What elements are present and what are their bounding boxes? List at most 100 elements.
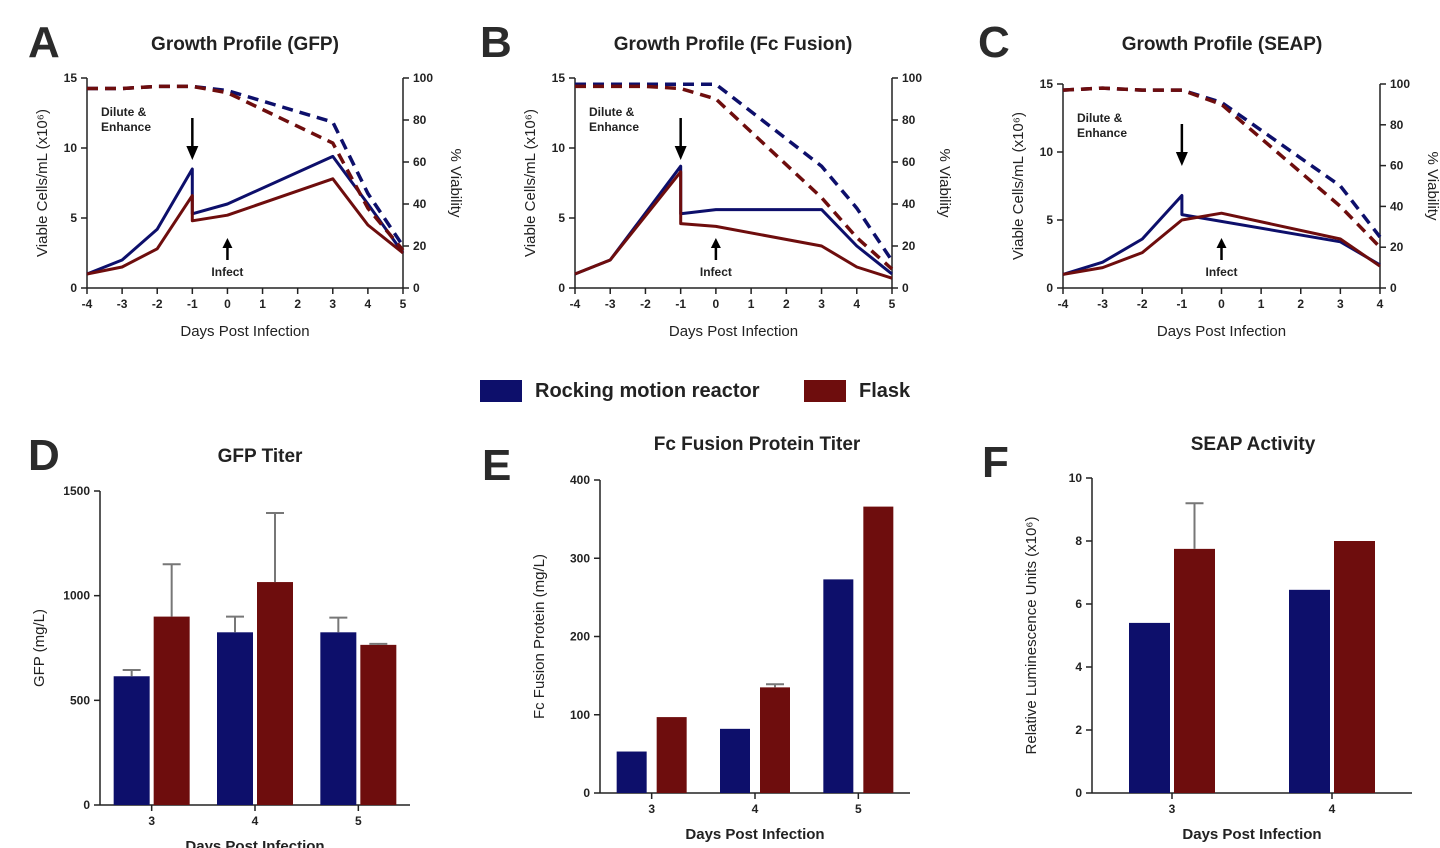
arrow-up-icon xyxy=(222,238,233,248)
x-tick-label: 4 xyxy=(853,297,860,311)
y2-tick-label: 80 xyxy=(1390,118,1404,132)
x-tick-label: -2 xyxy=(1137,297,1148,311)
y-tick-label: 500 xyxy=(70,693,90,707)
y-axis-label: Relative Luminescence Units (x10⁶) xyxy=(1023,517,1040,755)
x-tick-label: -4 xyxy=(570,297,581,311)
x-axis-label: Days Post Infection xyxy=(1157,323,1286,340)
y-tick-label: 0 xyxy=(583,786,590,800)
annotation-infect: Infect xyxy=(211,265,243,279)
annotation-infect: Infect xyxy=(700,265,732,279)
arrow-down-icon xyxy=(674,146,687,160)
y-tick-label: 2 xyxy=(1075,723,1082,737)
y2-tick-label: 0 xyxy=(1390,281,1397,295)
y-tick-label: 5 xyxy=(1046,213,1053,227)
y-tick-label: 15 xyxy=(1040,77,1054,91)
x-tick-label: -1 xyxy=(1177,297,1188,311)
panel-c: C Growth Profile (SEAP)-4 -3 -2 -1 0 1 2 3 405101… xyxy=(978,18,1440,340)
flask-bar xyxy=(1334,541,1375,793)
legend-label: Rocking motion reactor xyxy=(535,380,760,402)
panel-f: F SEAP Activity 0 2 4 6 8 10 3 4 Days Post Infecti… xyxy=(982,434,1412,843)
rocking-cells-line xyxy=(1062,194,1381,276)
y-tick-label: 10 xyxy=(552,141,566,155)
y-axis-label: Viable Cells/mL (x10⁶) xyxy=(522,109,539,257)
x-tick-label: 3 xyxy=(329,297,336,311)
x-tick-label: 0 xyxy=(713,297,720,311)
y2-tick-label: 20 xyxy=(413,239,427,253)
annotation-dilute-enhance: Enhance xyxy=(101,120,151,134)
y-axis-label: Viable Cells/mL (x10⁶) xyxy=(34,109,51,257)
legend-swatch-rocking xyxy=(480,380,522,402)
y2-tick-label: 100 xyxy=(1390,77,1410,91)
arrow-up-icon xyxy=(710,238,721,248)
y2-axis-label: % Viability xyxy=(936,149,953,218)
x-axis-label: Days Post Infection xyxy=(669,323,798,340)
x-tick-label: -3 xyxy=(117,297,128,311)
annotation-dilute-enhance: Dilute & xyxy=(101,105,147,119)
x-tick-label: 1 xyxy=(259,297,266,311)
x-tick-label: 2 xyxy=(1297,297,1304,311)
arrow-down-icon xyxy=(186,146,199,160)
y-tick-label: 0 xyxy=(558,281,565,295)
flask-bar xyxy=(153,616,190,805)
x-tick-label: 4 xyxy=(752,802,759,816)
y2-tick-label: 40 xyxy=(1390,199,1404,213)
y-tick-label: 1500 xyxy=(63,484,90,498)
y-tick-label: 400 xyxy=(570,473,590,487)
y2-tick-label: 80 xyxy=(413,113,427,127)
panel-letter: F xyxy=(982,438,1009,487)
x-tick-label: 4 xyxy=(1377,297,1384,311)
rocking-cells-line xyxy=(574,164,893,276)
panel-b: B Growth Profile (Fc Fusion) -4 -3 -2 -1 0 1 2 3 4… xyxy=(480,18,953,340)
panel-d: D GFP Titer 0 500 1000 1500 3 4 5 Days Post Infec… xyxy=(28,431,410,848)
flask-bar xyxy=(760,687,790,793)
x-tick-label: 3 xyxy=(648,802,655,816)
y-tick-label: 200 xyxy=(570,630,590,644)
y2-tick-label: 20 xyxy=(902,239,916,253)
rocking-bar xyxy=(720,728,750,793)
x-tick-label: -4 xyxy=(1058,297,1069,311)
flask-bar xyxy=(1174,548,1215,793)
y2-tick-label: 80 xyxy=(902,113,916,127)
chart-title: Growth Profile (SEAP) xyxy=(1122,34,1323,55)
y2-tick-label: 60 xyxy=(413,155,427,169)
flask-bar xyxy=(863,506,894,793)
flask-cells-line xyxy=(574,170,893,280)
y2-tick-label: 60 xyxy=(902,155,916,169)
y-tick-label: 0 xyxy=(1046,281,1053,295)
y-tick-label: 15 xyxy=(64,71,78,85)
rocking-cells-line xyxy=(86,154,405,276)
x-tick-label: 0 xyxy=(224,297,231,311)
y2-tick-label: 0 xyxy=(902,281,909,295)
y2-tick-label: 100 xyxy=(902,71,922,85)
x-axis-label: Days Post Infection xyxy=(185,838,324,848)
chart-title: SEAP Activity xyxy=(1191,434,1316,455)
y2-tick-label: 60 xyxy=(1390,159,1404,173)
flask-bar xyxy=(656,717,687,793)
y-tick-label: 300 xyxy=(570,551,590,565)
x-tick-label: -1 xyxy=(187,297,198,311)
x-tick-label: 4 xyxy=(365,297,372,311)
flask-cells-line xyxy=(86,177,404,276)
rocking-bar xyxy=(113,676,150,805)
panel-letter: E xyxy=(482,441,511,490)
arrow-down-icon xyxy=(1175,152,1188,166)
x-axis-label: Days Post Infection xyxy=(180,323,309,340)
x-tick-label: -2 xyxy=(640,297,651,311)
y-tick-label: 10 xyxy=(1040,145,1054,159)
annotation-dilute-enhance: Dilute & xyxy=(589,105,635,119)
x-tick-label: 5 xyxy=(889,297,896,311)
rocking-bar xyxy=(217,632,253,805)
y-tick-label: 8 xyxy=(1075,534,1082,548)
panel-letter: B xyxy=(480,18,512,67)
annotation-dilute-enhance: Dilute & xyxy=(1077,111,1123,125)
x-tick-label: -4 xyxy=(82,297,93,311)
annotation-dilute-enhance: Enhance xyxy=(589,120,639,134)
rocking-bar xyxy=(1289,589,1330,793)
x-tick-label: 3 xyxy=(1169,802,1176,816)
y2-tick-label: 0 xyxy=(413,281,420,295)
y2-tick-label: 40 xyxy=(902,197,916,211)
x-tick-label: 2 xyxy=(783,297,790,311)
y2-axis-label: % Viability xyxy=(447,149,464,218)
x-tick-label: 5 xyxy=(855,802,862,816)
rocking-bar xyxy=(616,751,647,793)
